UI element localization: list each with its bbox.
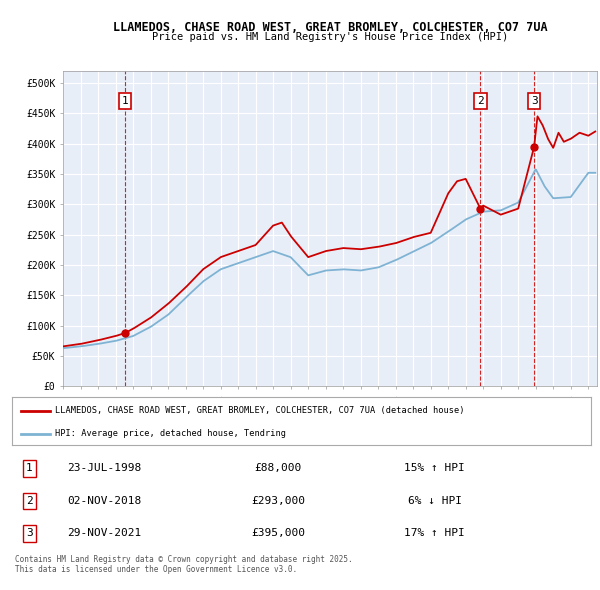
Text: 3: 3 [531, 96, 538, 106]
Text: 3: 3 [26, 529, 33, 539]
Text: 6% ↓ HPI: 6% ↓ HPI [407, 496, 461, 506]
Text: 1: 1 [122, 96, 128, 106]
Text: 15% ↑ HPI: 15% ↑ HPI [404, 463, 465, 473]
Text: £395,000: £395,000 [251, 529, 305, 539]
Text: 17% ↑ HPI: 17% ↑ HPI [404, 529, 465, 539]
Text: Price paid vs. HM Land Registry's House Price Index (HPI): Price paid vs. HM Land Registry's House … [152, 32, 508, 42]
Text: LLAMEDOS, CHASE ROAD WEST, GREAT BROMLEY, COLCHESTER, CO7 7UA: LLAMEDOS, CHASE ROAD WEST, GREAT BROMLEY… [113, 21, 547, 34]
Text: 02-NOV-2018: 02-NOV-2018 [68, 496, 142, 506]
Text: Contains HM Land Registry data © Crown copyright and database right 2025.
This d: Contains HM Land Registry data © Crown c… [15, 555, 353, 574]
Text: 2: 2 [477, 96, 484, 106]
Text: 29-NOV-2021: 29-NOV-2021 [68, 529, 142, 539]
Text: HPI: Average price, detached house, Tendring: HPI: Average price, detached house, Tend… [55, 430, 286, 438]
Text: £88,000: £88,000 [255, 463, 302, 473]
Text: 23-JUL-1998: 23-JUL-1998 [68, 463, 142, 473]
Text: £293,000: £293,000 [251, 496, 305, 506]
Text: 1: 1 [26, 463, 33, 473]
Text: LLAMEDOS, CHASE ROAD WEST, GREAT BROMLEY, COLCHESTER, CO7 7UA (detached house): LLAMEDOS, CHASE ROAD WEST, GREAT BROMLEY… [55, 406, 465, 415]
Text: 2: 2 [26, 496, 33, 506]
